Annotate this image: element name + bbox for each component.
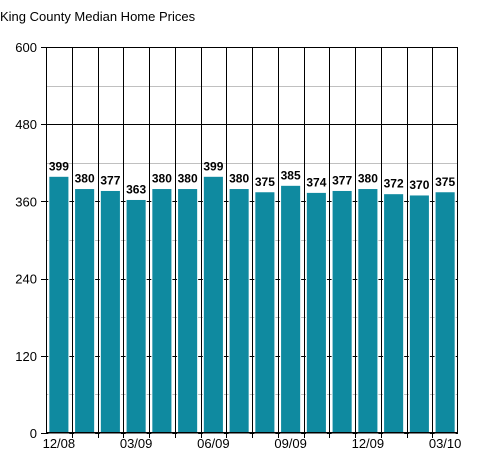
data-labels: 399 380 377 363 380 380 399 380 375 385 374 377 380 3…: [49, 159, 456, 196]
bar-07-09: [228, 188, 250, 434]
x-tick-label: 03/10: [429, 436, 462, 451]
y-tick-label: 0: [30, 426, 37, 441]
data-label: 372: [384, 177, 404, 191]
data-label: 375: [255, 175, 275, 189]
bar-06-09: [202, 175, 224, 434]
bar-01-09: [74, 188, 96, 434]
bar-04-09: [151, 188, 173, 434]
bar-05-09: [177, 188, 199, 434]
y-tick-label: 480: [15, 117, 37, 132]
data-label: 399: [49, 159, 69, 173]
bars: [48, 175, 456, 434]
bar-12-08: [48, 175, 70, 434]
bar-08-09: [254, 191, 276, 434]
data-label: 380: [178, 172, 198, 186]
bar-03-09: [125, 198, 147, 434]
x-tick-label: 09/09: [274, 436, 307, 451]
data-label: 380: [358, 172, 378, 186]
plot-frame: [46, 47, 458, 433]
bar-03-10: [434, 191, 456, 434]
data-label: 380: [229, 172, 249, 186]
y-axis-ticks: 0 120 240 360 480 600: [15, 40, 46, 441]
x-tick-label: 12/09: [352, 436, 385, 451]
x-tick-label: 12/08: [43, 436, 76, 451]
data-label: 377: [332, 173, 352, 187]
data-label: 380: [75, 172, 95, 186]
y-tick-label: 360: [15, 194, 37, 209]
data-label: 363: [126, 182, 146, 196]
data-label: 374: [306, 175, 326, 189]
bar-10-09: [305, 191, 327, 434]
data-label: 385: [281, 168, 301, 182]
bar-02-09: [99, 189, 121, 434]
x-axis-ticks: 12/08 03/09 06/09 09/09 12/09 03/10: [43, 433, 462, 451]
bar-01-10: [383, 193, 405, 434]
x-tick-label: 03/09: [120, 436, 153, 451]
bar-11-09: [331, 189, 353, 434]
axes: [46, 47, 458, 433]
data-label: 380: [152, 172, 172, 186]
bar-09-09: [280, 184, 302, 434]
x-tick-label: 06/09: [197, 436, 230, 451]
bar-12-09: [357, 188, 379, 434]
y-tick-label: 600: [15, 40, 37, 55]
data-label: 377: [100, 173, 120, 187]
y-tick-label: 240: [15, 272, 37, 287]
bar-02-10: [408, 194, 430, 434]
data-label: 399: [203, 159, 223, 173]
data-label: 375: [435, 175, 455, 189]
chart-title: King County Median Home Prices: [0, 9, 196, 24]
y-tick-label: 120: [15, 349, 37, 364]
data-label: 370: [409, 178, 429, 192]
